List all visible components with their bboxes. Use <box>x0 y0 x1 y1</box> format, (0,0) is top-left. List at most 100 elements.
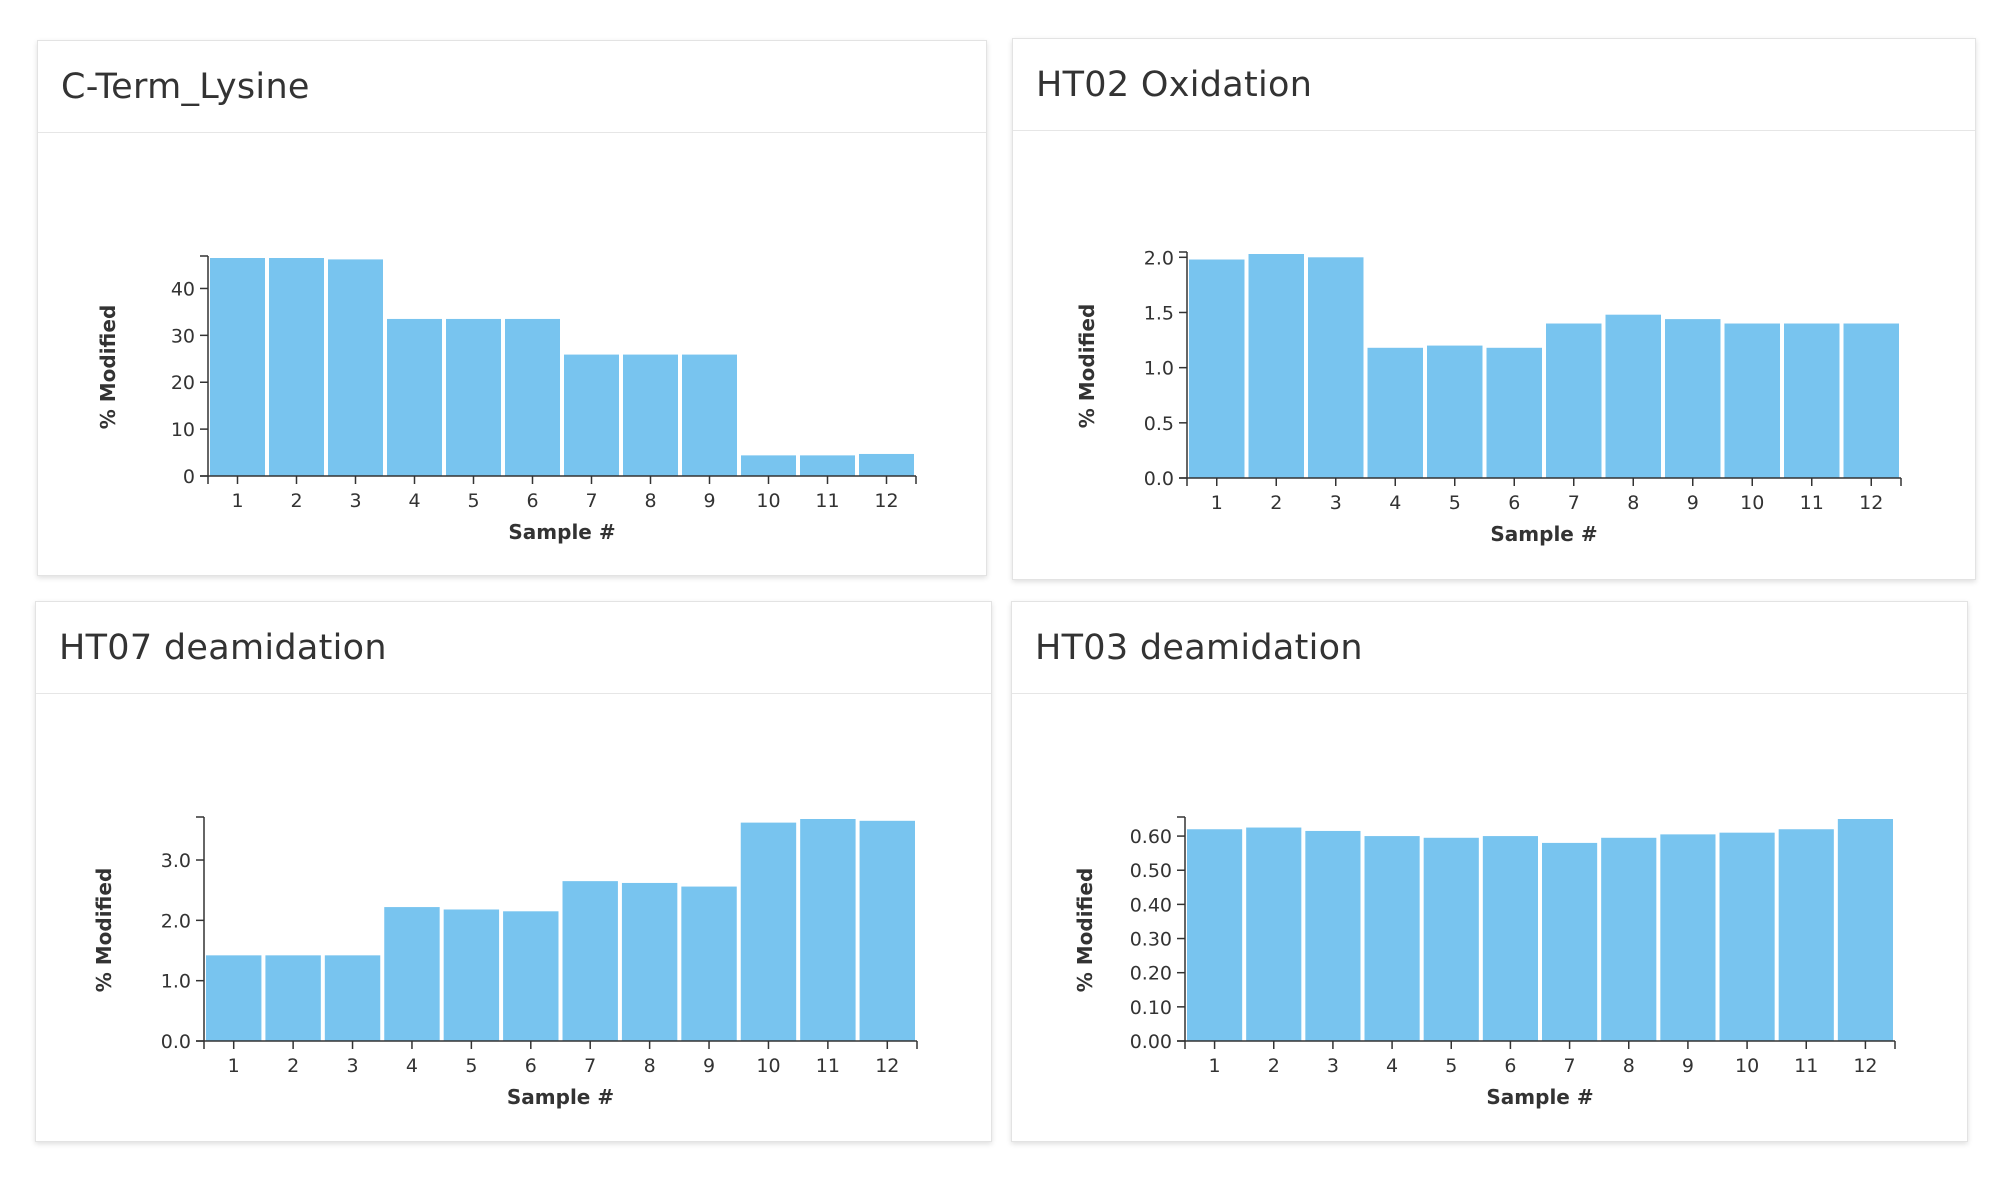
bar-9 <box>1660 834 1716 1041</box>
bar-1 <box>1189 259 1245 478</box>
bar-12 <box>859 453 914 476</box>
bar-7 <box>564 354 619 476</box>
x-tick-label: 6 <box>525 1055 537 1077</box>
x-tick-label: 1 <box>1211 492 1223 514</box>
x-tick-label: 5 <box>465 1055 477 1077</box>
x-tick-label: 4 <box>1389 492 1401 514</box>
panel-header: HT02 Oxidation <box>1013 39 1975 131</box>
x-tick-label: 2 <box>1270 492 1282 514</box>
x-tick-label: 4 <box>408 490 420 512</box>
bar-11 <box>1784 323 1840 478</box>
bar-8 <box>1601 837 1657 1041</box>
bar-4 <box>384 907 440 1041</box>
x-tick-label: 5 <box>1449 492 1461 514</box>
y-tick-label: 2.0 <box>1144 247 1174 269</box>
y-tick-label: 0.20 <box>1130 963 1172 985</box>
x-tick-label: 10 <box>1735 1055 1759 1077</box>
bar-7 <box>1546 323 1602 478</box>
bar-10 <box>740 822 797 1041</box>
bar-5 <box>446 318 501 476</box>
x-axis-title: Sample # <box>1490 522 1597 546</box>
x-tick-label: 4 <box>406 1055 418 1077</box>
x-tick-label: 9 <box>703 1055 715 1077</box>
x-tick-label: 1 <box>228 1055 240 1077</box>
y-tick-label: 20 <box>171 372 195 394</box>
bar-9 <box>1665 319 1721 478</box>
x-tick-label: 10 <box>1740 492 1764 514</box>
y-axis-title: % Modified <box>1075 304 1099 429</box>
x-tick-label: 8 <box>1627 492 1639 514</box>
bar-5 <box>1427 345 1483 478</box>
x-tick-label: 10 <box>756 1055 780 1077</box>
y-tick-label: 1.5 <box>1144 302 1174 324</box>
bar-2 <box>1248 254 1304 478</box>
bar-12 <box>1837 819 1893 1041</box>
bar-2 <box>265 955 321 1041</box>
x-tick-label: 4 <box>1386 1055 1398 1077</box>
y-tick-label: 0.00 <box>1130 1031 1172 1053</box>
y-axis-title: % Modified <box>1073 868 1097 993</box>
x-tick-label: 7 <box>1564 1055 1576 1077</box>
y-tick-label: 0.5 <box>1144 413 1174 435</box>
bar-1 <box>206 955 262 1041</box>
y-tick-label: 30 <box>171 325 195 347</box>
x-tick-label: 3 <box>1330 492 1342 514</box>
panel-header: HT03 deamidation <box>1012 602 1967 694</box>
bar-11 <box>800 819 856 1041</box>
bar-chart: 0.000.100.200.300.400.500.601 2 3 4 5 6 7 8 9 10 1… <box>1073 816 1896 1109</box>
bar-10 <box>741 455 796 476</box>
panel-title: HT07 deamidation <box>59 627 387 668</box>
panel-title: C-Term_Lysine <box>61 66 310 107</box>
bar-7 <box>562 881 618 1041</box>
x-tick-label: 7 <box>1568 492 1580 514</box>
x-tick-label: 6 <box>1504 1055 1516 1077</box>
chart-panel-ht03-deamidation: HT03 deamidation 0.00 0.10 0.20 0.30 0.40 0.5… <box>1011 601 1968 1142</box>
x-tick-label: 7 <box>585 490 597 512</box>
x-axis-title: Sample # <box>1486 1085 1593 1109</box>
x-tick-label: 6 <box>1508 492 1520 514</box>
bar-9 <box>681 886 737 1041</box>
y-tick-label: 0.60 <box>1130 826 1172 848</box>
bar-4 <box>1367 347 1423 478</box>
y-tick-label: 0 <box>183 466 195 488</box>
bar-3 <box>1308 257 1364 478</box>
x-tick-label: 12 <box>875 1055 899 1077</box>
y-tick-label: 2.0 <box>161 910 191 932</box>
y-tick-label: 1.0 <box>1144 358 1174 380</box>
bar-9 <box>682 354 737 476</box>
chart-panel-ht07-deamidation: HT07 deamidation 0.0 1.0 2.0 3.0 1 2 3 4 5 6 7 8 9 10… <box>35 601 992 1142</box>
x-tick-label: 12 <box>1859 492 1883 514</box>
y-tick-label: 0.50 <box>1130 860 1172 882</box>
chart-panel-c-term-lysine: C-Term_Lysine 0 10 20 30 40 1 2 3 4 5 6 7 8 9 10 11 12 Sa… <box>37 40 987 576</box>
x-tick-label: 6 <box>526 490 538 512</box>
x-tick-label: 10 <box>756 490 780 512</box>
x-axis-title: Sample # <box>508 520 615 544</box>
bar-4 <box>387 318 442 476</box>
panel-header: HT07 deamidation <box>36 602 991 694</box>
x-tick-label: 3 <box>346 1055 358 1077</box>
bar-6 <box>505 318 560 476</box>
x-tick-label: 3 <box>349 490 361 512</box>
bar-1 <box>210 258 265 476</box>
bar-11 <box>1778 829 1834 1041</box>
x-tick-label: 11 <box>816 1055 840 1077</box>
bar-1 <box>1187 829 1243 1041</box>
y-axis-title: % Modified <box>96 305 120 430</box>
x-tick-label: 5 <box>1445 1055 1457 1077</box>
x-tick-label: 12 <box>874 490 898 512</box>
bar-5 <box>443 909 500 1041</box>
bar-5 <box>1423 837 1479 1041</box>
bar-7 <box>1542 842 1598 1041</box>
x-tick-label: 1 <box>231 490 243 512</box>
panel-title: HT02 Oxidation <box>1036 64 1313 105</box>
x-tick-label: 11 <box>1800 492 1824 514</box>
y-tick-label: 0.40 <box>1130 894 1172 916</box>
x-tick-label: 8 <box>644 490 656 512</box>
bar-4 <box>1364 836 1420 1041</box>
x-tick-label: 5 <box>467 490 479 512</box>
bar-11 <box>800 455 855 476</box>
bar-3 <box>324 955 381 1041</box>
